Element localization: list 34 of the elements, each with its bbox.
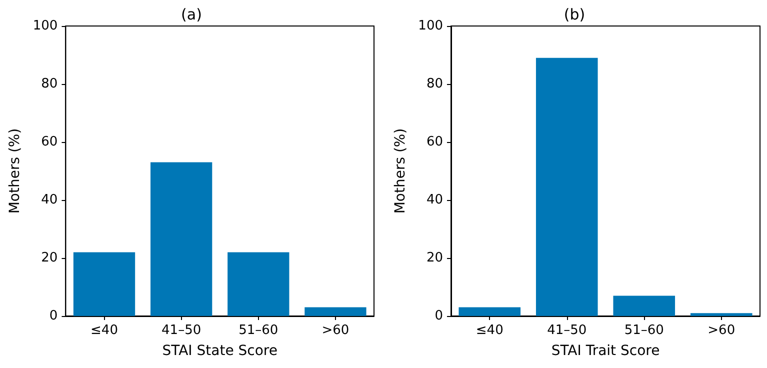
- chart-title: (b): [564, 6, 586, 24]
- x-tick-label: ≤40: [476, 323, 504, 338]
- y-tick-label: 80: [426, 76, 443, 92]
- y-tick-label: 60: [41, 134, 58, 150]
- chart-title: (a): [181, 6, 202, 24]
- bar: [228, 252, 290, 316]
- bar: [690, 313, 752, 316]
- bar: [150, 162, 212, 316]
- x-axis-title: STAI Trait Score: [551, 343, 660, 359]
- bar: [536, 58, 598, 316]
- y-axis-title: Mothers (%): [392, 128, 408, 214]
- y-axis-title: Mothers (%): [7, 128, 23, 214]
- x-tick-label: 41–50: [162, 323, 202, 338]
- y-tick-label: 100: [32, 18, 58, 34]
- y-tick-label: 20: [426, 250, 443, 266]
- x-tick-label: 51–60: [624, 323, 664, 338]
- x-tick-label: >60: [322, 323, 350, 338]
- y-tick-label: 60: [426, 134, 443, 150]
- bar: [73, 252, 136, 316]
- bar: [304, 307, 366, 316]
- y-tick-label: 40: [41, 192, 58, 208]
- y-tick-label: 20: [41, 250, 58, 266]
- y-tick-label: 0: [434, 308, 443, 324]
- x-tick-label: ≤40: [90, 323, 118, 338]
- x-tick-label: >60: [708, 323, 736, 338]
- bar: [458, 307, 521, 316]
- y-tick-label: 0: [49, 308, 58, 324]
- y-tick-label: 100: [418, 18, 443, 34]
- y-tick-label: 80: [41, 76, 58, 92]
- bar: [613, 296, 676, 316]
- x-tick-label: 51–60: [238, 323, 278, 338]
- x-tick-label: 41–50: [547, 323, 587, 338]
- x-axis-title: STAI State Score: [162, 343, 278, 359]
- y-tick-label: 40: [426, 192, 443, 208]
